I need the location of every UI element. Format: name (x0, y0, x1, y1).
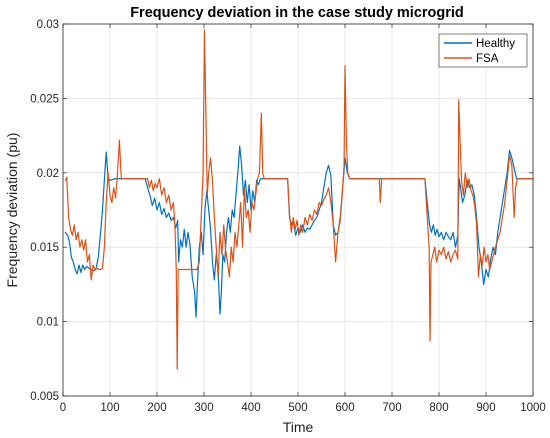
series-line-healthy (64, 145, 534, 318)
chart-title: Frequency deviation in the case study mi… (130, 5, 464, 21)
x-tick-label: 200 (147, 402, 166, 414)
x-tick-label: 700 (382, 402, 401, 414)
x-tick-label: 600 (335, 402, 354, 414)
y-tick-label: 0.02 (37, 168, 59, 180)
legend: Healthy FSA (438, 33, 528, 68)
legend-box (438, 33, 528, 68)
x-tick-label: 500 (288, 402, 307, 414)
y-tick-label: 0.03 (37, 19, 59, 31)
y-axis-label: Frequency deviation (pu) (4, 133, 20, 288)
x-tick-label: 1000 (520, 402, 546, 414)
legend-label-healthy: Healthy (476, 38, 515, 50)
axis-ticks: 0 100 200 300 400 500 600 700 800 900 1000 0.005 0.0… (30, 19, 546, 414)
x-tick-label: 800 (429, 402, 448, 414)
y-tick-label: 0.015 (30, 242, 59, 254)
y-tick-label: 0.025 (30, 93, 59, 105)
y-tick-label: 0.005 (30, 391, 59, 403)
legend-label-fsa: FSA (476, 53, 499, 65)
series-line-fsa (64, 29, 534, 370)
x-tick-label: 100 (100, 402, 119, 414)
x-tick-label: 300 (194, 402, 213, 414)
x-tick-label: 0 (60, 402, 66, 414)
x-axis-label: Time (283, 419, 314, 435)
y-tick-label: 0.01 (37, 317, 59, 329)
series-group (64, 29, 534, 370)
x-tick-label: 400 (241, 402, 260, 414)
x-tick-label: 900 (476, 402, 495, 414)
